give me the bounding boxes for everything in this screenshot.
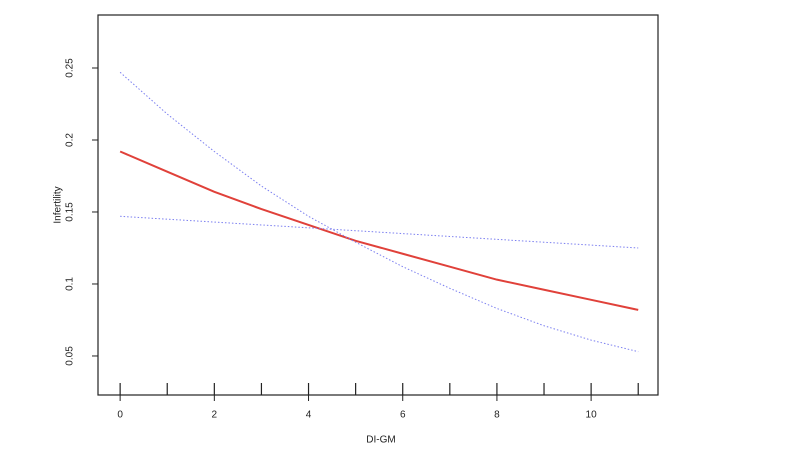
x-tick-label: 2 [212,410,218,421]
y-tick-label: 0.25 [65,58,76,78]
y-tick-label: 0.05 [65,346,76,366]
series-line [120,215,639,249]
y-tick-label: 0.1 [65,277,76,291]
x-axis-label: DI-GM [366,435,395,446]
x-tick-label: 10 [586,410,598,421]
series-line [119,71,639,353]
x-tick-label: 4 [306,410,312,421]
plot-frame [97,14,659,396]
y-axis-label: Infertility [53,186,64,223]
x-tick-label: 6 [400,410,406,421]
y-tick-label: 0.15 [65,202,76,222]
y-tick-label: 0.2 [65,133,76,147]
series-line [119,150,639,311]
x-tick-label: 8 [494,410,500,421]
x-tick-label: 0 [117,410,123,421]
